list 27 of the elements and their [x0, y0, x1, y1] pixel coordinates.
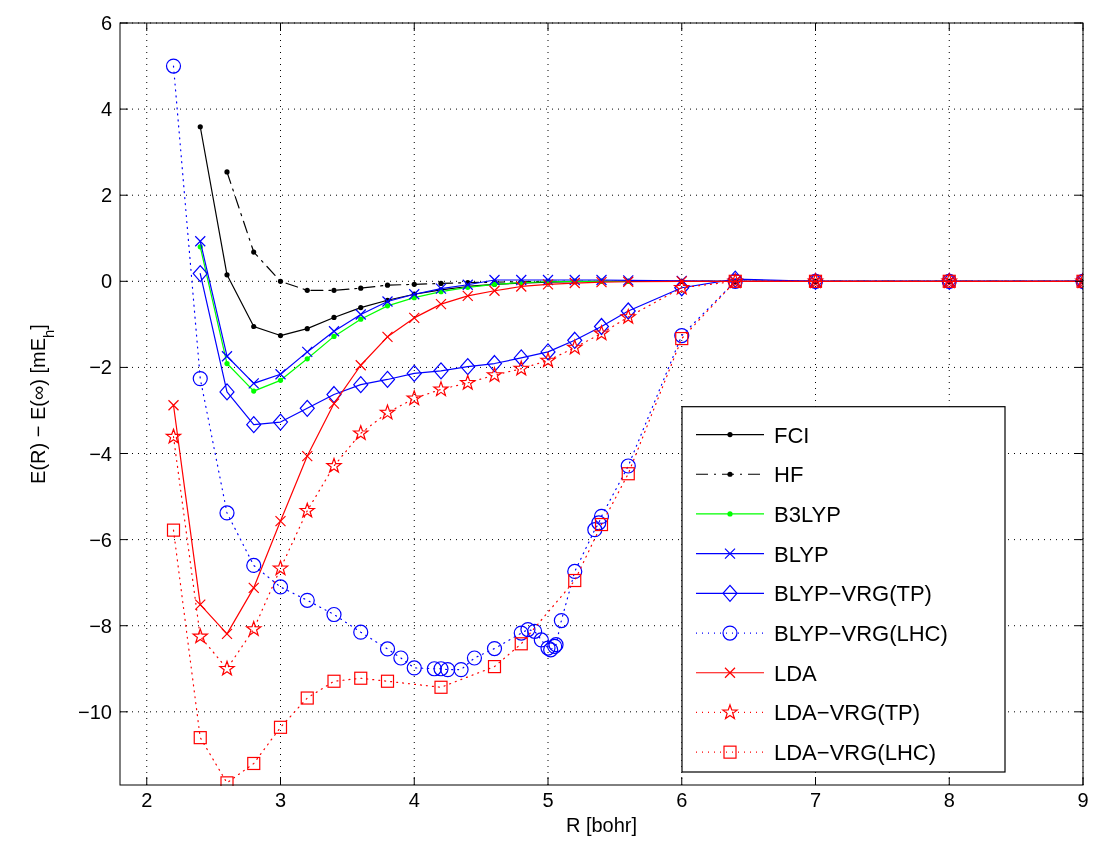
x-axis-title: R [bohr] — [565, 814, 638, 836]
y-tick-label: −2 — [89, 356, 112, 379]
legend-label: LDA — [774, 660, 818, 686]
x-tick-label: 6 — [676, 789, 688, 811]
y-tick-label: 0 — [100, 270, 112, 293]
y-tick-label: −6 — [89, 528, 112, 551]
y-tick-label: −4 — [89, 442, 112, 465]
legend-label: BLYP — [774, 541, 829, 567]
legend-label: FCI — [774, 422, 810, 448]
y-tick-label: 2 — [100, 184, 112, 207]
y-tick-label: −10 — [78, 700, 112, 723]
legend-label: LDA−VRG(LHC) — [774, 740, 936, 766]
x-tick-label: 5 — [542, 789, 554, 811]
x-tick-label: 9 — [1077, 789, 1089, 811]
legend-label: B3LYP — [774, 501, 841, 527]
y-tick-label: 6 — [100, 12, 112, 34]
legend-label: HF — [774, 462, 804, 488]
x-tick-label: 3 — [274, 789, 287, 811]
legend-label: BLYP−VRG(LHC) — [774, 621, 948, 647]
y-tick-label: 4 — [100, 98, 112, 121]
x-tick-label: 4 — [408, 789, 420, 811]
x-tick-label: 7 — [809, 789, 822, 811]
legend-label: LDA−VRG(TP) — [774, 700, 921, 726]
x-tick-label: 2 — [141, 789, 153, 811]
x-tick-label: 8 — [943, 789, 955, 811]
y-tick-label: −8 — [89, 614, 112, 637]
legend-label: BLYP−VRG(TP) — [774, 581, 932, 607]
